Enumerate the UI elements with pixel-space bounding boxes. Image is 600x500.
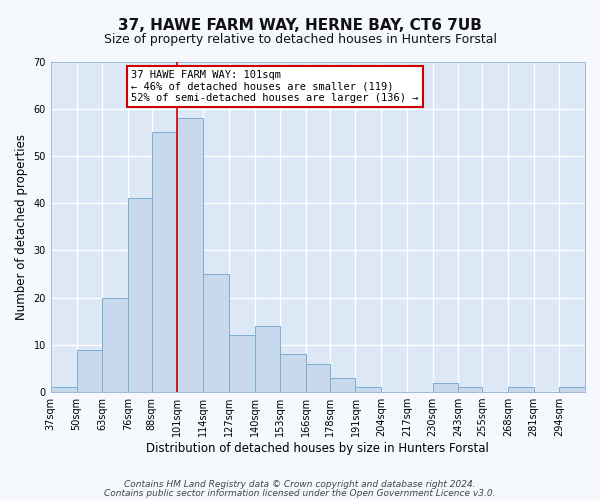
Bar [178,118,203,392]
Bar [77,350,102,392]
Bar [458,388,482,392]
Bar [128,198,152,392]
Bar [203,274,229,392]
Y-axis label: Number of detached properties: Number of detached properties [15,134,28,320]
X-axis label: Distribution of detached houses by size in Hunters Forstal: Distribution of detached houses by size … [146,442,490,455]
Text: Contains HM Land Registry data © Crown copyright and database right 2024.: Contains HM Land Registry data © Crown c… [124,480,476,489]
Bar [102,298,128,392]
Text: Size of property relative to detached houses in Hunters Forstal: Size of property relative to detached ho… [104,32,497,46]
Text: 37 HAWE FARM WAY: 101sqm
← 46% of detached houses are smaller (119)
52% of semi-: 37 HAWE FARM WAY: 101sqm ← 46% of detach… [131,70,418,103]
Bar [254,326,280,392]
Bar [306,364,330,392]
Text: Contains public sector information licensed under the Open Government Licence v3: Contains public sector information licen… [104,488,496,498]
Bar [433,382,458,392]
Bar [280,354,306,392]
Bar [559,388,585,392]
Bar [229,336,254,392]
Bar [508,388,533,392]
Bar [355,388,381,392]
Text: 37, HAWE FARM WAY, HERNE BAY, CT6 7UB: 37, HAWE FARM WAY, HERNE BAY, CT6 7UB [118,18,482,32]
Bar [152,132,178,392]
Bar [330,378,355,392]
Bar [51,388,77,392]
